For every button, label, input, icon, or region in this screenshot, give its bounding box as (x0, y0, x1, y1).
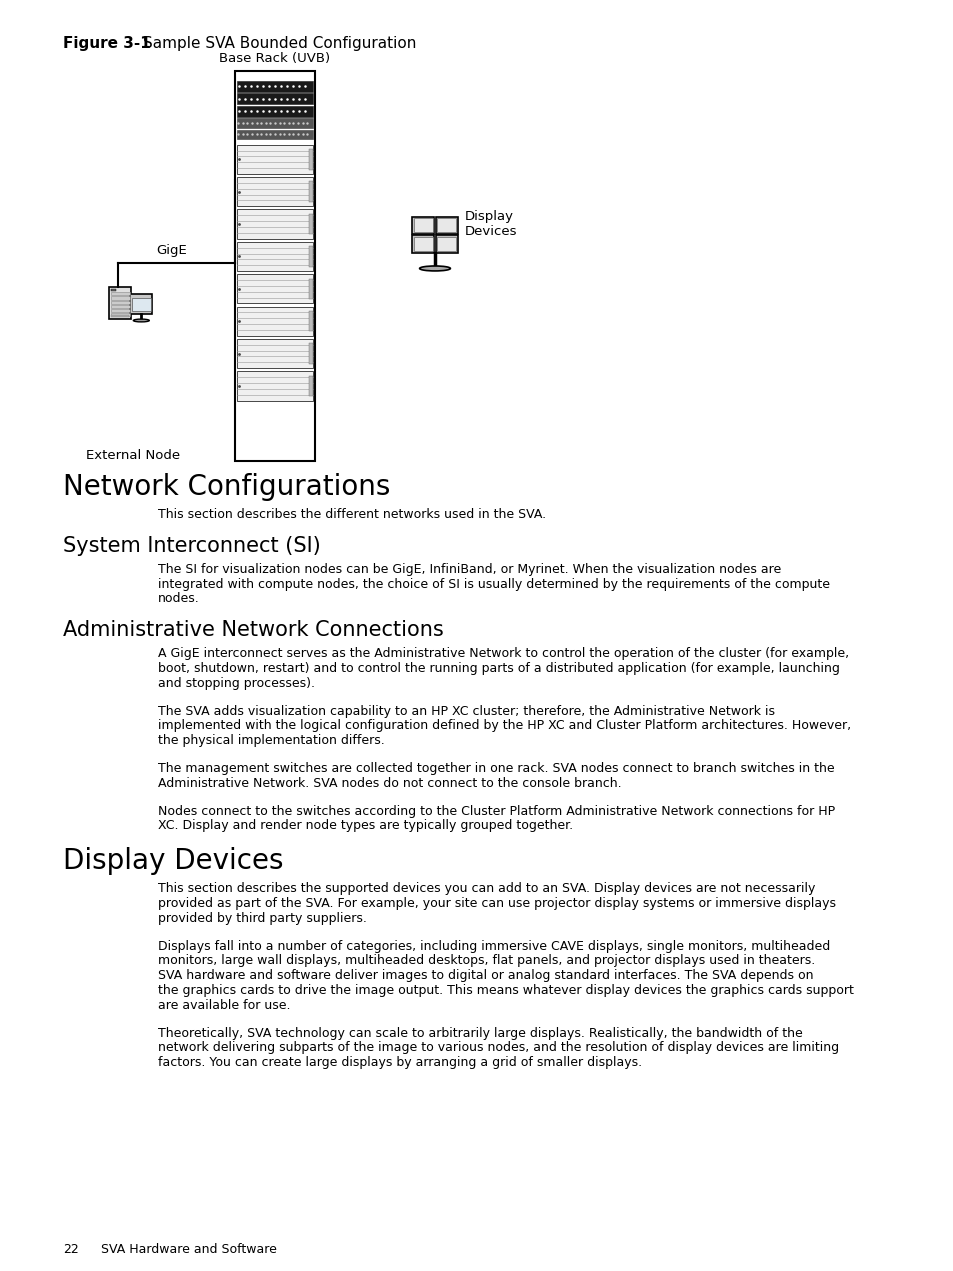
Bar (236, 177, 313, 206)
Text: Nodes connect to the switches according to the Cluster Platform Administrative N: Nodes connect to the switches according … (158, 805, 834, 817)
Bar (236, 371, 313, 400)
Bar (236, 145, 313, 174)
Bar (236, 306, 313, 336)
Text: Figure 3-1: Figure 3-1 (63, 36, 151, 51)
Bar (412, 235, 434, 253)
Bar (236, 93, 313, 104)
Text: boot, shutdown, restart) and to control the running parts of a distributed appli: boot, shutdown, restart) and to control … (158, 662, 839, 675)
Bar (110, 287, 132, 319)
Bar (309, 214, 313, 234)
Bar (309, 182, 313, 202)
Text: the physical implementation differs.: the physical implementation differs. (158, 735, 384, 747)
Text: Administrative Network. SVA nodes do not connect to the console branch.: Administrative Network. SVA nodes do not… (158, 777, 621, 789)
Bar (309, 343, 313, 364)
Bar (236, 210, 313, 239)
Bar (111, 300, 130, 304)
Text: Sample SVA Bounded Configuration: Sample SVA Bounded Configuration (143, 36, 416, 51)
Text: provided by third party suppliers.: provided by third party suppliers. (158, 911, 367, 925)
Bar (111, 313, 130, 316)
Text: Base Rack (UVB): Base Rack (UVB) (219, 52, 331, 65)
Text: the graphics cards to drive the image output. This means whatever display device: the graphics cards to drive the image ou… (158, 984, 853, 996)
Text: and stopping processes).: and stopping processes). (158, 676, 314, 690)
Text: nodes.: nodes. (158, 592, 199, 605)
Text: The management switches are collected together in one rack. SVA nodes connect to: The management switches are collected to… (158, 763, 834, 775)
Text: Administrative Network Connections: Administrative Network Connections (63, 620, 443, 641)
Bar (234, 71, 314, 461)
Ellipse shape (133, 319, 149, 322)
Text: Network Configurations: Network Configurations (63, 473, 390, 501)
Bar (309, 278, 313, 299)
Bar (111, 296, 130, 300)
Bar (309, 311, 313, 332)
Text: SVA hardware and software deliver images to digital or analog standard interface: SVA hardware and software deliver images… (158, 970, 813, 982)
Text: Devices: Devices (464, 225, 517, 238)
Bar (112, 289, 116, 291)
Bar (131, 294, 152, 314)
Text: External Node: External Node (86, 449, 180, 461)
Text: XC. Display and render node types are typically grouped together.: XC. Display and render node types are ty… (158, 820, 573, 833)
Text: This section describes the supported devices you can add to an SVA. Display devi: This section describes the supported dev… (158, 882, 815, 895)
Text: The SI for visualization nodes can be GigE, InfiniBand, or Myrinet. When the vis: The SI for visualization nodes can be Gi… (158, 563, 781, 576)
Text: provided as part of the SVA. For example, your site can use projector display sy: provided as part of the SVA. For example… (158, 897, 835, 910)
Text: Display Devices: Display Devices (63, 848, 283, 876)
Text: 22: 22 (63, 1243, 79, 1256)
Bar (111, 305, 130, 308)
Bar (414, 219, 433, 233)
Text: GigE: GigE (156, 244, 187, 257)
Text: The SVA adds visualization capability to an HP XC cluster; therefore, the Admini: The SVA adds visualization capability to… (158, 704, 774, 718)
Text: A GigE interconnect serves as the Administrative Network to control the operatio: A GigE interconnect serves as the Admini… (158, 647, 848, 660)
Text: implemented with the logical configuration defined by the HP XC and Cluster Plat: implemented with the logical configurati… (158, 719, 850, 732)
Bar (132, 297, 151, 311)
Text: SVA Hardware and Software: SVA Hardware and Software (101, 1243, 276, 1256)
Bar (309, 247, 313, 267)
Text: Theoretically, SVA technology can scale to arbitrarily large displays. Realistic: Theoretically, SVA technology can scale … (158, 1027, 801, 1040)
Bar (236, 339, 313, 369)
Bar (309, 149, 313, 169)
Text: monitors, large wall displays, multiheaded desktops, flat panels, and projector : monitors, large wall displays, multihead… (158, 955, 815, 967)
Ellipse shape (419, 266, 450, 271)
Bar (236, 275, 313, 304)
Bar (436, 216, 457, 234)
Bar (436, 238, 456, 252)
Bar (436, 219, 456, 233)
Text: Displays fall into a number of categories, including immersive CAVE displays, si: Displays fall into a number of categorie… (158, 939, 829, 952)
Bar (236, 241, 313, 271)
Text: are available for use.: are available for use. (158, 999, 291, 1012)
Bar (412, 216, 434, 234)
Text: factors. You can create large displays by arranging a grid of smaller displays.: factors. You can create large displays b… (158, 1056, 641, 1069)
Text: Display: Display (464, 210, 514, 222)
Bar (236, 105, 313, 117)
Bar (236, 118, 313, 128)
Bar (236, 81, 313, 92)
Bar (111, 309, 130, 313)
Bar (111, 292, 130, 295)
Bar (414, 238, 433, 252)
Bar (236, 130, 313, 140)
Text: integrated with compute nodes, the choice of SI is usually determined by the req: integrated with compute nodes, the choic… (158, 577, 829, 591)
Text: System Interconnect (SI): System Interconnect (SI) (63, 536, 320, 555)
Text: This section describes the different networks used in the SVA.: This section describes the different net… (158, 508, 545, 521)
Text: network delivering subparts of the image to various nodes, and the resolution of: network delivering subparts of the image… (158, 1041, 839, 1055)
Bar (309, 376, 313, 397)
Bar (436, 235, 457, 253)
Bar (112, 315, 130, 316)
